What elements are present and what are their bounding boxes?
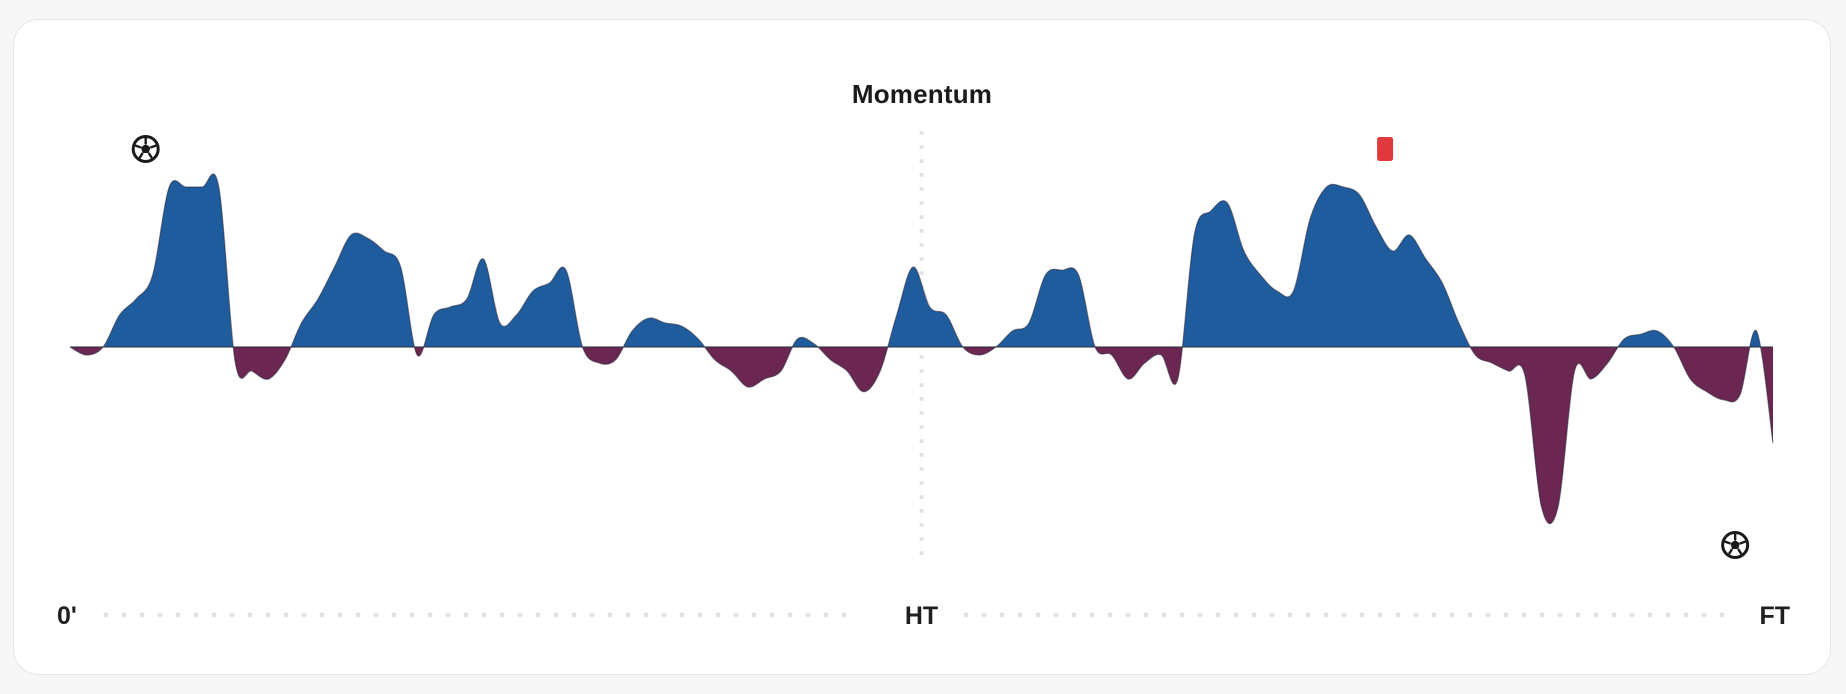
away-momentum-area: [70, 347, 1773, 524]
ball-seam: [134, 144, 142, 149]
chart-title: Momentum: [851, 79, 993, 109]
soccer-ball-icon: [131, 135, 160, 163]
ball-seam: [1724, 540, 1731, 545]
ball-center-patch: [140, 144, 151, 153]
ball-seam: [138, 152, 144, 160]
ball-seam: [1739, 540, 1747, 545]
axis-label-start: 0': [57, 602, 77, 630]
ball-seam: [1737, 548, 1743, 556]
ball-seam: [147, 152, 154, 160]
axis-label-end: FT: [1759, 602, 1790, 630]
home-momentum-area: [70, 173, 1773, 347]
red-card-icon: [1377, 137, 1394, 161]
ball-center-patch: [1730, 540, 1740, 549]
momentum-curve: [69, 173, 1774, 525]
ball-seam: [1727, 548, 1734, 556]
soccer-ball-icon: [1721, 531, 1750, 559]
ball-seam: [150, 144, 157, 149]
axis-label-half: HT: [905, 602, 938, 630]
